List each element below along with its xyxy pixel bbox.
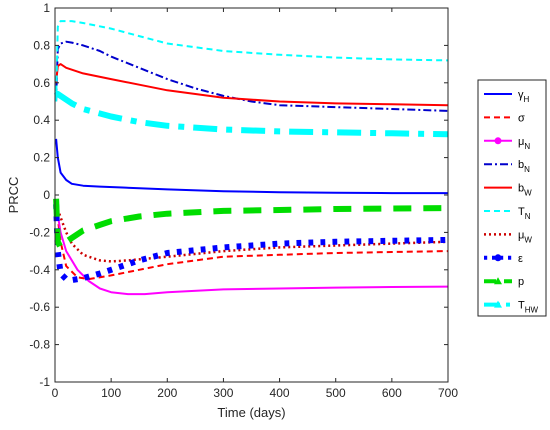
legend-label-main: μ <box>518 136 524 148</box>
legend-label-sub: N <box>525 212 531 221</box>
series-line-3 <box>55 40 449 112</box>
y-tick-label: -0.6 <box>29 300 50 314</box>
series-line-7 <box>53 204 449 284</box>
legend-label-main: b <box>518 159 524 171</box>
series-line-2 <box>55 204 449 296</box>
legend-marker <box>494 300 502 308</box>
plot-area <box>55 8 448 382</box>
x-tick-label: 0 <box>52 386 59 400</box>
legend-label-main: γ <box>518 89 524 101</box>
series-line-4 <box>55 63 449 107</box>
y-tick-label: 0.4 <box>33 113 50 127</box>
x-tick-label: 700 <box>438 386 458 400</box>
legend-marker <box>494 277 502 285</box>
legend-box <box>477 79 547 317</box>
y-tick-label: 0 <box>43 188 50 202</box>
y-axis-label: PRCC <box>6 177 21 214</box>
legend-label-6: μW <box>518 229 532 244</box>
ticks-layer: 0 100 200 300 400 500 600 700 -1 -0.8 -0.6 -0.4 -0.2… <box>29 1 458 400</box>
legend-label-sub: W <box>524 189 532 198</box>
legend-label-3: bN <box>518 159 530 174</box>
legend-label-main: b <box>518 183 524 195</box>
series-line-8 <box>53 198 449 251</box>
legend-label-0: γH <box>518 89 530 104</box>
legend-label-sub: HW <box>525 306 539 315</box>
y-tick-label: -1 <box>39 375 50 389</box>
legend-label-sub: N <box>524 142 530 151</box>
y-tick-label: -0.8 <box>29 338 50 352</box>
x-tick-label: 400 <box>270 386 290 400</box>
legend-label-main: ε <box>518 253 523 265</box>
legend-label-4: bW <box>518 183 532 198</box>
y-tick-label: 0.2 <box>33 151 50 165</box>
legend-label-main: σ <box>518 112 525 124</box>
legend-label-main: T <box>518 206 525 218</box>
legend-label-sub: H <box>524 95 530 104</box>
series-line-1 <box>55 204 449 281</box>
legend-label-sub: N <box>524 165 530 174</box>
y-tick-label: -0.2 <box>29 225 50 239</box>
legend-label-2: μN <box>518 136 530 151</box>
y-tick-label: 0.8 <box>33 38 50 52</box>
legend-marker <box>494 254 502 262</box>
y-tick-label: 0.6 <box>33 76 50 90</box>
x-axis-label: Time (days) <box>217 405 285 420</box>
series-line-0 <box>55 138 448 195</box>
series-layer <box>53 20 449 296</box>
legend-label-9: THW <box>518 300 539 315</box>
series-line-6 <box>54 203 449 263</box>
legend-label-7: ε <box>518 253 523 265</box>
series-line-5 <box>55 20 449 102</box>
x-tick-label: 300 <box>213 386 233 400</box>
y-tick-label: 1 <box>43 1 50 15</box>
legend-label-main: p <box>518 276 524 288</box>
legend-label-5: TN <box>518 206 531 221</box>
legend-label-main: μ <box>518 229 524 241</box>
x-tick-label: 500 <box>326 386 346 400</box>
legend-label-main: T <box>518 300 525 312</box>
x-tick-label: 100 <box>101 386 121 400</box>
series-line-9 <box>53 91 449 138</box>
legend-label-1: σ <box>518 112 525 124</box>
legend-marker <box>494 137 502 145</box>
y-tick-label: -0.4 <box>29 263 50 277</box>
legend-label-8: p <box>518 276 524 288</box>
x-tick-label: 200 <box>157 386 177 400</box>
x-tick-label: 600 <box>382 386 402 400</box>
legend-label-sub: W <box>524 235 532 244</box>
